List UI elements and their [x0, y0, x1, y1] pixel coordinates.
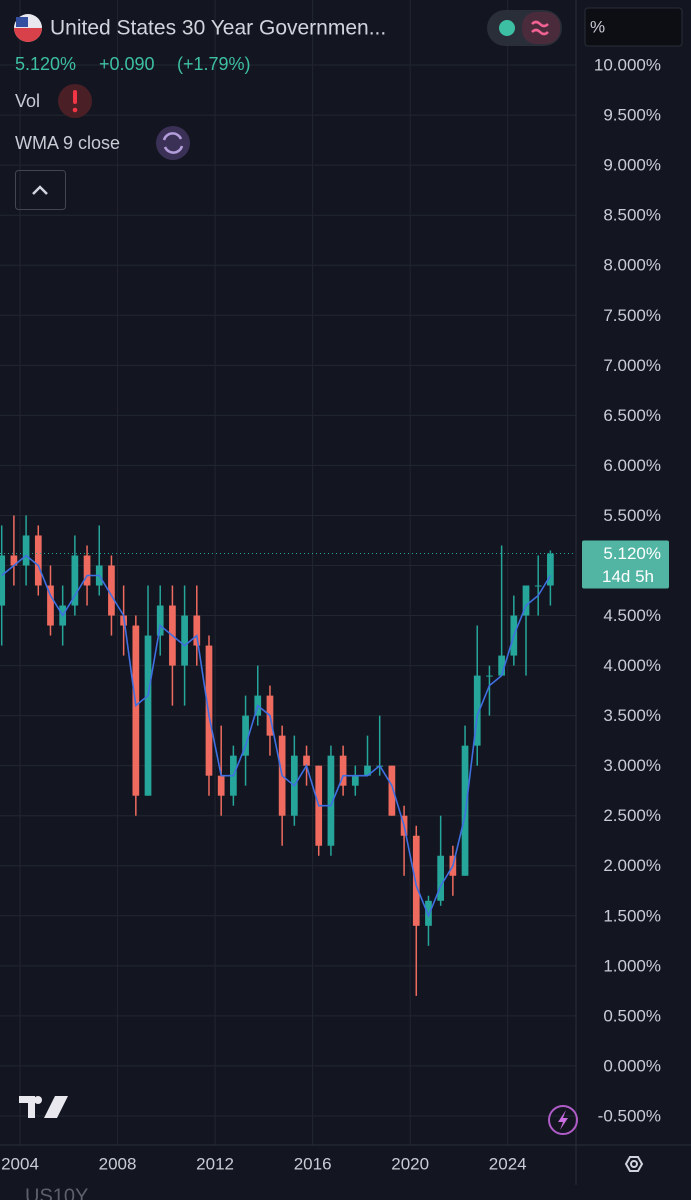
candle-body — [71, 555, 79, 606]
candle-body — [364, 765, 371, 776]
tv-logo — [34, 1096, 42, 1104]
symbol-watermark: US10Y — [25, 1185, 88, 1200]
candle-body — [217, 775, 225, 796]
delay-icon — [531, 20, 549, 36]
candle-body — [83, 555, 91, 586]
candle-body — [47, 585, 54, 626]
y-tick-label: 4.500% — [603, 606, 661, 625]
warning-icon — [73, 90, 77, 104]
loading-icon — [162, 132, 184, 154]
y-tick-label: -0.500% — [598, 1106, 661, 1125]
y-tick-label: 7.000% — [603, 356, 661, 375]
flag-icon — [14, 28, 42, 42]
price: 5.120% — [15, 54, 76, 74]
warning-icon — [72, 107, 78, 113]
flag-icon — [16, 17, 28, 27]
status-dot — [499, 20, 515, 36]
candle-body — [22, 535, 30, 566]
countdown-label: 14d 5h — [602, 567, 654, 586]
tv-logo — [19, 1096, 68, 1118]
y-tick-label: 3.500% — [603, 706, 661, 725]
candle-body — [534, 585, 542, 587]
candle-body — [412, 835, 420, 926]
delay-badge — [522, 12, 560, 44]
candle-body — [547, 553, 554, 586]
candle-body — [327, 755, 335, 846]
y-tick-label: 7.500% — [603, 306, 661, 325]
x-tick-label: 2024 — [489, 1154, 527, 1173]
axes: -0.500% 0.000% 0.500% 1.000% 1.500% 2.000% 2.5… — [1, 56, 669, 1173]
change: +0.090 — [99, 54, 155, 74]
loading-icon[interactable] — [156, 126, 190, 160]
plot-area — [0, 515, 576, 996]
settings-icon — [630, 1160, 638, 1168]
candle-body — [242, 715, 249, 756]
candle-body — [193, 615, 201, 646]
y-tick-label: 9.000% — [603, 156, 661, 175]
candle-body — [132, 625, 140, 796]
y-tick-label: 0.500% — [603, 1006, 661, 1025]
wma-line — [1, 554, 552, 918]
symbol-title: United States 30 Year Governmen... — [50, 17, 386, 40]
candle-body — [388, 765, 396, 816]
y-tick-label: 3.000% — [603, 756, 661, 775]
collapse-icon — [32, 185, 48, 195]
unit-button[interactable] — [584, 7, 683, 47]
y-tick-label: 10.000% — [594, 56, 661, 75]
y-tick-label: 8.500% — [603, 206, 661, 225]
candle-body — [181, 615, 188, 666]
y-tick-label: 4.000% — [603, 656, 661, 675]
candle-body — [498, 655, 505, 676]
collapse-button[interactable] — [15, 170, 66, 210]
candle-body — [473, 675, 481, 746]
x-tick-label: 2008 — [99, 1154, 137, 1173]
last-price-label: 5.120% — [603, 544, 661, 563]
candle-body — [486, 675, 493, 677]
x-tick-label: 2012 — [196, 1154, 234, 1173]
y-tick-label: 5.500% — [603, 506, 661, 525]
lightning-button[interactable] — [548, 1105, 578, 1135]
candle-body — [339, 755, 347, 786]
candle-body — [425, 900, 432, 926]
y-tick-label: 8.000% — [603, 256, 661, 275]
candle-body — [0, 555, 6, 606]
change-pct: (+1.79%) — [177, 54, 251, 74]
x-tick-label: 2004 — [1, 1154, 39, 1173]
x-tick-label: 2016 — [294, 1154, 332, 1173]
y-tick-label: 9.500% — [603, 106, 661, 125]
candle-body — [144, 635, 152, 796]
y-tick-label: 0.000% — [603, 1056, 661, 1075]
y-tick-label: 6.000% — [603, 456, 661, 475]
candle-body — [351, 775, 359, 786]
y-tick-label: 6.500% — [603, 406, 661, 425]
indicator-label: Vol — [15, 91, 40, 111]
unit-label: % — [590, 17, 605, 36]
settings-icon[interactable] — [624, 1156, 644, 1172]
last-price-badge — [582, 540, 669, 589]
lightning-icon — [558, 1110, 568, 1130]
y-tick-label: 1.500% — [603, 906, 661, 925]
candle-body — [437, 855, 445, 901]
candle-body — [156, 605, 164, 636]
y-tick-label: 2.000% — [603, 856, 661, 875]
indicator-label: WMA 9 close — [15, 133, 120, 153]
candle-body — [303, 755, 310, 766]
y-tick-label: 1.000% — [603, 956, 661, 975]
candle-body — [108, 565, 115, 616]
candle-body — [522, 585, 530, 616]
y-tick-label: 2.500% — [603, 806, 661, 825]
x-tick-label: 2020 — [391, 1154, 429, 1173]
candle-body — [34, 535, 42, 586]
candle-body — [10, 555, 18, 566]
